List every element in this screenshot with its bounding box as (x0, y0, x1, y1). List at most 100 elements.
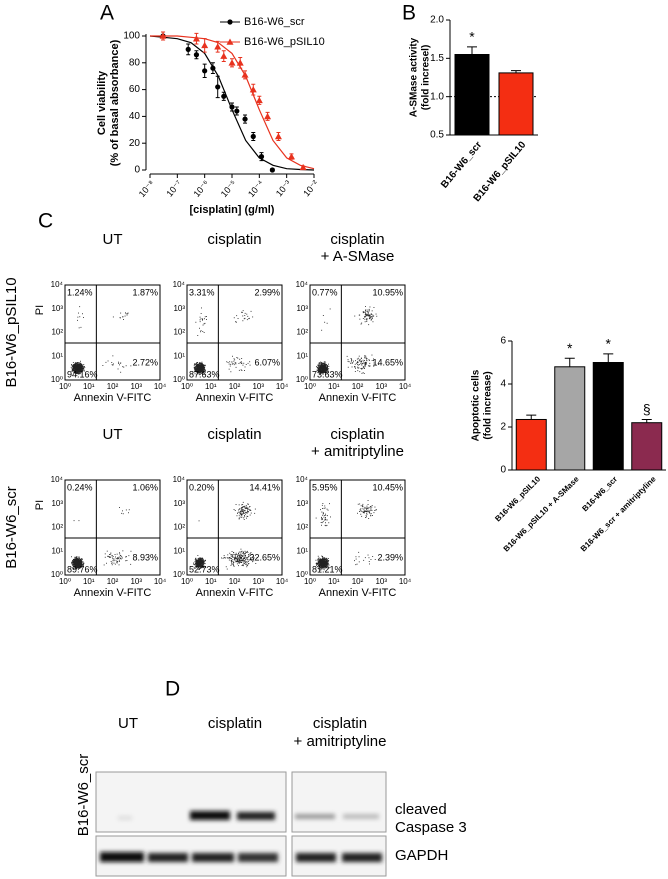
event-dot (76, 563, 78, 565)
event-dot (225, 566, 227, 568)
event-dot (241, 504, 243, 506)
event-dot (322, 372, 324, 374)
event-dot (252, 561, 253, 563)
event-dot (358, 359, 360, 361)
event-dot (365, 306, 366, 307)
band (118, 816, 132, 820)
event-dot (361, 368, 363, 370)
event-dot (200, 362, 202, 364)
marker (221, 93, 227, 99)
marker (255, 96, 263, 104)
event-dot (366, 510, 367, 512)
event-dot (202, 561, 204, 563)
column-header: UT (118, 715, 138, 732)
event-dot (80, 370, 81, 372)
event-dot (83, 364, 85, 365)
event-dot (375, 509, 377, 511)
event-dot (320, 364, 322, 366)
event-dot (357, 366, 359, 368)
event-dot (204, 318, 205, 320)
event-dot (368, 312, 369, 314)
event-dot (73, 565, 75, 567)
event-dot (254, 512, 256, 514)
event-dot (326, 557, 328, 559)
event-dot (78, 364, 80, 366)
event-dot (242, 564, 244, 566)
event-dot (222, 557, 224, 559)
event-dot (320, 566, 322, 568)
event-dot (325, 562, 326, 564)
event-dot (327, 368, 328, 370)
quadrant-percent: 5.95% (312, 482, 338, 492)
event-dot (239, 511, 241, 513)
event-dot (364, 365, 366, 367)
event-dot (196, 367, 198, 369)
band (100, 852, 144, 862)
event-dot (238, 517, 240, 519)
event-dot (242, 559, 243, 561)
event-dot (242, 509, 244, 511)
event-dot (73, 372, 75, 373)
y-tick-label: 0.5 (430, 130, 444, 141)
event-dot (371, 360, 373, 361)
event-dot (103, 564, 105, 566)
event-dot (200, 561, 201, 563)
y-tick-label: 1.5 (430, 53, 444, 64)
x-tick-label: 10⁴ (399, 577, 412, 586)
event-dot (196, 370, 198, 372)
event-dot (193, 562, 194, 564)
event-dot (251, 559, 253, 561)
event-dot (197, 366, 199, 368)
event-dot (195, 557, 197, 559)
plot-title: UT (103, 231, 123, 248)
event-dot (325, 367, 327, 369)
event-dot (322, 557, 324, 559)
event-dot (74, 371, 76, 373)
event-dot (120, 555, 122, 556)
marker (192, 35, 200, 42)
event-dot (81, 365, 83, 367)
x-tick-label: 10⁻⁶ (191, 178, 211, 199)
event-dot (78, 363, 80, 365)
event-dot (74, 366, 76, 367)
event-dot (113, 560, 115, 562)
event-dot (75, 558, 77, 559)
event-dot (70, 366, 72, 368)
event-dot (324, 369, 325, 370)
event-dot (201, 563, 203, 564)
event-dot (356, 358, 358, 360)
event-dot (71, 365, 73, 367)
event-dot (357, 357, 359, 359)
event-dot (78, 366, 80, 368)
event-dot (123, 319, 124, 320)
event-dot (112, 364, 114, 366)
event-dot (320, 569, 322, 571)
event-dot (242, 501, 244, 503)
event-dot (244, 563, 246, 565)
event-dot (235, 561, 237, 563)
marker (269, 167, 275, 173)
x-tick-label: 10³ (375, 577, 387, 586)
event-dot (326, 364, 327, 365)
event-dot (76, 562, 78, 563)
event-dot (351, 359, 352, 361)
event-dot (199, 567, 201, 569)
event-dot (358, 556, 360, 558)
event-dot (72, 369, 74, 371)
event-dot (370, 559, 372, 560)
event-dot (354, 366, 355, 368)
event-dot (357, 364, 358, 366)
event-dot (199, 566, 200, 567)
event-dot (325, 564, 327, 566)
event-dot (204, 370, 206, 372)
event-dot (321, 504, 323, 506)
event-dot (252, 556, 254, 558)
event-dot (80, 559, 82, 561)
legend-marker (226, 38, 234, 45)
event-dot (197, 560, 198, 561)
event-dot (364, 356, 366, 358)
event-dot (199, 563, 200, 565)
event-dot (80, 364, 82, 366)
event-dot (202, 563, 204, 565)
event-dot (318, 363, 320, 365)
